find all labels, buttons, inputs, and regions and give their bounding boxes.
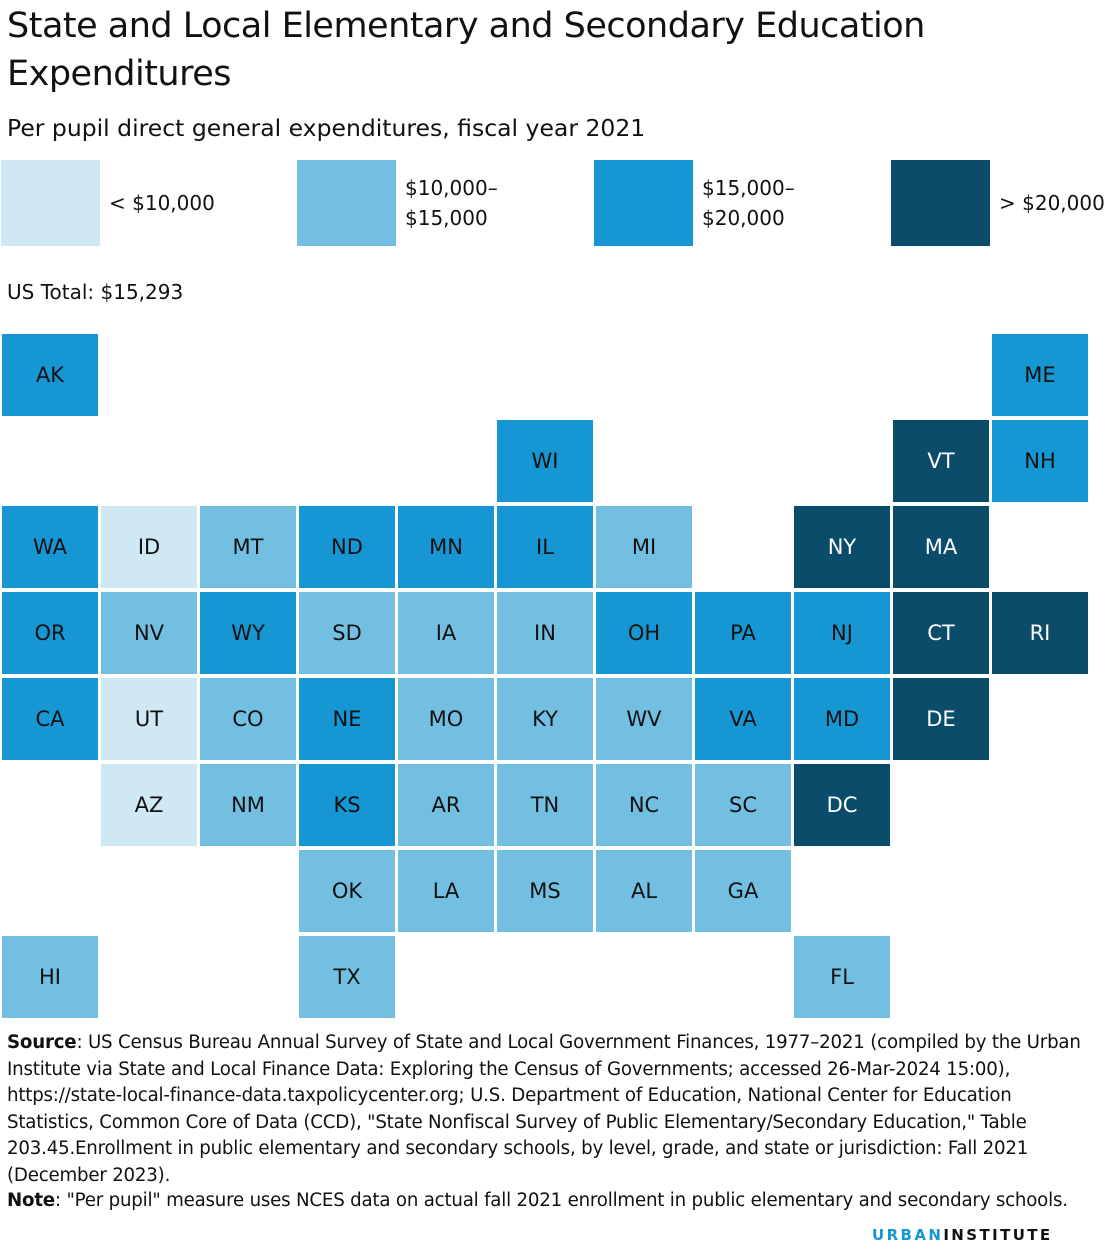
note-text: : "Per pupil" measure uses NCES data on … [54,1190,1068,1211]
legend-swatch [1,160,100,246]
legend-label: $10,000–$15,000 [405,176,498,230]
state-tile-il: IL [497,506,593,588]
state-tile-ok: OK [299,850,395,932]
state-tile-ga: GA [695,850,791,932]
state-tile-ms: MS [497,850,593,932]
state-tile-ut: UT [101,678,197,760]
state-tile-md: MD [794,678,890,760]
state-tile-wy: WY [200,592,296,674]
state-tile-ny: NY [794,506,890,588]
state-tile-nj: NJ [794,592,890,674]
state-tile-va: VA [695,678,791,760]
legend-swatch [297,160,396,246]
urban-institute-logo: URBANINSTITUTE [872,1226,1053,1244]
state-tile-nm: NM [200,764,296,846]
note-label: Note [7,1190,55,1211]
state-tile-al: AL [596,850,692,932]
legend-swatch [594,160,693,246]
state-tile-mn: MN [398,506,494,588]
state-tile-wa: WA [2,506,98,588]
state-tile-mi: MI [596,506,692,588]
legend-label: < $10,000 [109,191,215,215]
state-tile-in: IN [497,592,593,674]
state-tile-az: AZ [101,764,197,846]
state-tile-ne: NE [299,678,395,760]
state-tile-ks: KS [299,764,395,846]
us-total: US Total: $15,293 [7,280,184,304]
state-tile-mt: MT [200,506,296,588]
state-tile-ar: AR [398,764,494,846]
state-tile-ri: RI [992,592,1088,674]
chart-title: State and Local Elementary and Secondary… [7,6,925,94]
state-tile-co: CO [200,678,296,760]
logo-institute: INSTITUTE [943,1226,1053,1244]
state-tile-tx: TX [299,936,395,1018]
source-note: Source: US Census Bureau Annual Survey o… [7,1030,1082,1189]
state-tile-nd: ND [299,506,395,588]
legend-label: > $20,000 [999,191,1105,215]
state-tile-id: ID [101,506,197,588]
state-tile-nc: NC [596,764,692,846]
state-tile-nv: NV [101,592,197,674]
state-tile-ky: KY [497,678,593,760]
state-tile-la: LA [398,850,494,932]
state-tile-pa: PA [695,592,791,674]
logo-urban: URBAN [872,1226,944,1244]
state-tile-mo: MO [398,678,494,760]
state-tile-ia: IA [398,592,494,674]
state-tile-ak: AK [2,334,98,416]
state-tile-hi: HI [2,936,98,1018]
state-tile-ct: CT [893,592,989,674]
state-tile-nh: NH [992,420,1088,502]
state-tile-wv: WV [596,678,692,760]
state-tile-tn: TN [497,764,593,846]
state-tile-sc: SC [695,764,791,846]
chart-subtitle: Per pupil direct general expenditures, f… [7,114,646,142]
state-tile-oh: OH [596,592,692,674]
legend-swatch [891,160,990,246]
state-tile-dc: DC [794,764,890,846]
note: Note: "Per pupil" measure uses NCES data… [7,1188,1082,1215]
state-tile-de: DE [893,678,989,760]
source-label: Source [7,1032,77,1053]
state-tile-ma: MA [893,506,989,588]
state-tile-fl: FL [794,936,890,1018]
legend-label: $15,000–$20,000 [702,176,795,230]
state-tile-vt: VT [893,420,989,502]
state-tile-me: ME [992,334,1088,416]
state-tile-ca: CA [2,678,98,760]
state-tile-wi: WI [497,420,593,502]
source-text: : US Census Bureau Annual Survey of Stat… [7,1032,1081,1186]
state-tile-or: OR [2,592,98,674]
state-tile-sd: SD [299,592,395,674]
